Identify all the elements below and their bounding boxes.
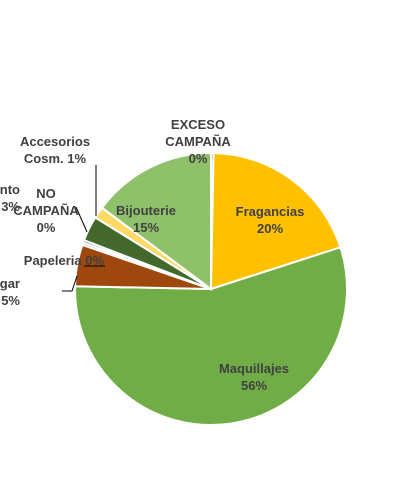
slice-label-line: Maquillajes: [219, 361, 289, 376]
pie-slice-1: [209, 152, 342, 291]
slice-label-2: Maquillajes 56%: [219, 361, 289, 393]
slice-label-line: Cosm. 1%: [24, 151, 87, 166]
slice-label-line: 3%: [1, 199, 20, 214]
slice-label-line: 15%: [133, 220, 159, 235]
slice-label-line: Fragancias: [236, 204, 305, 219]
pie-slice-2: [74, 246, 348, 426]
slice-label-line: EXCESO: [171, 117, 225, 132]
slice-label-0: EXCESO CAMPAÑA 0%: [165, 117, 231, 166]
slice-label-5: NO CAMPAÑA 0%: [13, 186, 79, 235]
leader-line-5: [75, 206, 88, 233]
pie-slice-8: [100, 151, 212, 291]
slice-label-line: 5%: [1, 293, 20, 308]
slice-label-7: Accesorios Cosm. 1%: [20, 134, 90, 166]
slice-label-line: CAMPAÑA: [165, 134, 231, 149]
labels-layer: EXCESO CAMPAÑA 0% Fragancias 20% Maquillajes 5…: [0, 117, 304, 393]
leader-line-3: [62, 275, 78, 292]
slice-label-line: amiento: [0, 182, 20, 197]
slice-label-3: a y Hogar 5%: [0, 276, 20, 308]
slice-label-line: Accesorios: [20, 134, 90, 149]
slice-label-line: CAMPAÑA: [13, 203, 79, 218]
slice-label-8: Bijouterie 15%: [116, 203, 176, 235]
slice-label-line: NO: [36, 186, 56, 201]
slice-label-line: 20%: [257, 221, 283, 236]
slice-label-line: Papeleria 0%: [24, 253, 105, 268]
slice-label-6: amiento 3%: [0, 182, 20, 214]
leader-lines-layer: [62, 165, 105, 292]
slices-layer: [74, 151, 348, 426]
slice-label-line: Bijouterie: [116, 203, 176, 218]
slice-label-4: Papeleria 0%: [24, 253, 105, 268]
slice-label-line: a y Hogar: [0, 276, 20, 291]
slice-label-1: Fragancias 20%: [236, 204, 305, 236]
slice-label-line: 0%: [37, 220, 56, 235]
slice-label-line: 0%: [189, 151, 208, 166]
slice-label-line: 56%: [241, 378, 267, 393]
